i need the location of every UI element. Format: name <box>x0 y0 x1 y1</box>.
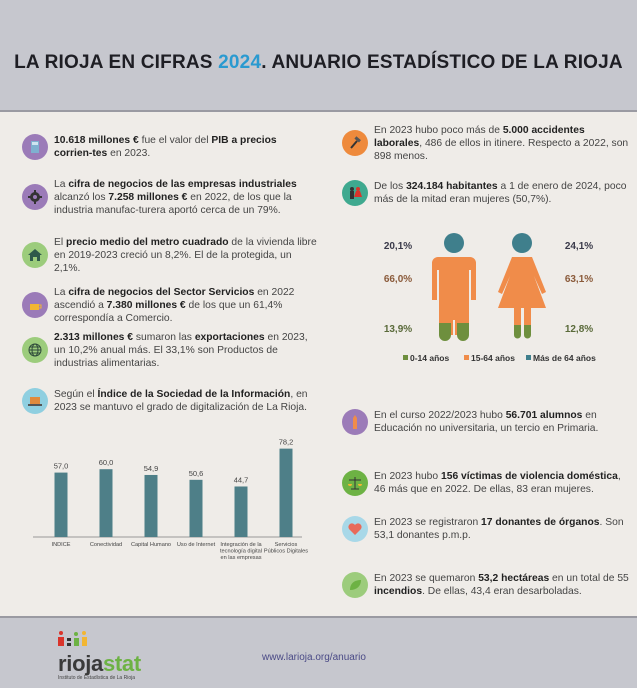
bar <box>279 448 293 537</box>
bar <box>189 479 203 537</box>
fact-item: 10.618 millones € fue el valor del PIB a… <box>22 131 317 163</box>
fact-text: En el curso 2022/2023 hubo 56.701 alumno… <box>374 410 599 434</box>
men-0-14: 13,9% <box>384 324 412 335</box>
fact-text: En 2023 hubo poco más de 5.000 accidente… <box>374 124 629 162</box>
category-label: Integración de la <box>220 542 262 548</box>
legend-0-14: 0-14 años <box>410 353 449 363</box>
fact-text: De los 324.184 habitantes a 1 de enero d… <box>374 181 627 205</box>
bar-value-label: 54,9 <box>144 464 159 473</box>
scales-icon <box>342 470 368 496</box>
category-label: INDICE <box>52 542 71 548</box>
bar <box>234 486 248 537</box>
women-0-14: 12,8% <box>565 324 593 335</box>
women-15-64: 63,1% <box>565 274 593 285</box>
logo-bars-icon <box>58 631 87 646</box>
heart-icon <box>342 516 368 542</box>
population-figures: 20,1% 66,0% 13,9% 24,1% 63,1% 12,8% 0-14… <box>384 233 596 363</box>
fact-text: En 2023 hubo 156 víctimas de violencia d… <box>374 471 621 495</box>
bar <box>144 474 158 537</box>
fact-item: En el curso 2022/2023 hubo 56.701 alumno… <box>342 406 632 438</box>
bar-value-label: 78,2 <box>279 438 294 447</box>
fact-text: La cifra de negocios de las empresas ind… <box>54 178 297 216</box>
pencil-icon <box>342 409 368 435</box>
fact-text: Según el Índice de la Sociedad de la Inf… <box>54 389 308 413</box>
coffee-cup-icon <box>22 292 48 318</box>
fact-item: Según el Índice de la Sociedad de la Inf… <box>22 385 317 417</box>
bar-value-label: 50,6 <box>189 469 204 478</box>
women-over64: 24,1% <box>565 241 593 252</box>
house-icon <box>22 242 48 268</box>
man-figure <box>432 233 476 341</box>
woman-body <box>498 257 546 308</box>
laptop-icon <box>22 388 48 414</box>
legend-swatch-15-64 <box>464 355 469 360</box>
calculator-icon <box>22 134 48 160</box>
category-label: Uso de Internet <box>177 542 216 548</box>
woman-head <box>512 233 532 253</box>
woman-legs <box>514 325 531 339</box>
digitalization-bar-chart: 57,0 INDICE 60,0 Conectividad 54,9 Capital Hu… <box>33 438 308 561</box>
legend-15-64: 15-64 años <box>471 353 515 363</box>
fact-item: En 2023 hubo 156 víctimas de violencia d… <box>342 467 632 499</box>
bar-value-label: 60,0 <box>99 458 114 467</box>
category-label: Conectividad <box>90 542 122 548</box>
riojastat-logo: riojastat Instituto de Estadística de La… <box>58 630 141 681</box>
legend-swatch-0-14 <box>403 355 408 360</box>
bar-value-label: 57,0 <box>54 462 69 471</box>
page-title: LA RIOJA EN CIFRAS 2024. ANUARIO ESTADÍS… <box>14 52 623 73</box>
legend-swatch-over64 <box>526 355 531 360</box>
header: LA RIOJA EN CIFRAS 2024. ANUARIO ESTADÍS… <box>0 0 637 112</box>
gear-icon <box>22 184 48 210</box>
globe-icon <box>22 337 48 363</box>
fact-item: El precio medio del metro cuadrado de la… <box>22 237 317 274</box>
category-label: Capital Humano <box>131 542 171 548</box>
category-label: Servicios <box>275 542 298 548</box>
fact-item: La cifra de negocios de las empresas ind… <box>22 179 317 216</box>
woman-figure <box>498 233 546 339</box>
category-label: tecnología digital <box>220 549 262 555</box>
fact-text: En 2023 se registraron 17 donantes de ór… <box>374 517 624 541</box>
fact-text: 2.313 millones € sumaron las exportacion… <box>54 331 308 369</box>
fact-text: La cifra de negocios del Sector Servicio… <box>54 286 295 324</box>
leaf-icon <box>342 572 368 598</box>
man-head <box>444 233 464 253</box>
fact-item: En 2023 hubo poco más de 5.000 accidente… <box>342 125 632 162</box>
man-body <box>432 257 476 320</box>
men-15-64: 66,0% <box>384 274 412 285</box>
fact-item: De los 324.184 habitantes a 1 de enero d… <box>342 177 632 209</box>
fact-item: En 2023 se quemaron 53,2 hectáreas en un… <box>342 569 632 601</box>
men-over64: 20,1% <box>384 241 412 252</box>
fact-item: La cifra de negocios del Sector Servicio… <box>22 287 317 324</box>
man-legs <box>439 323 469 341</box>
fact-text: El precio medio del metro cuadrado de la… <box>54 236 317 274</box>
fact-text: En 2023 se quemaron 53,2 hectáreas en un… <box>374 573 629 597</box>
category-label: en las empresas <box>220 555 261 561</box>
website-link[interactable]: www.larioja.org/anuario <box>262 652 366 663</box>
fact-text: 10.618 millones € fue el valor del PIB a… <box>54 135 277 159</box>
bar-value-label: 44,7 <box>234 475 249 484</box>
fact-item: 2.313 millones € sumaron las exportacion… <box>22 332 317 369</box>
category-label: Públicos Digitales <box>264 549 308 555</box>
footer: riojastat Instituto de Estadística de La… <box>0 616 637 688</box>
man-woman-icon <box>342 180 368 206</box>
legend-over64: Más de 64 años <box>533 353 596 363</box>
bar <box>99 469 113 537</box>
hammer-icon <box>342 130 368 156</box>
bar <box>54 472 68 537</box>
fact-item: En 2023 se registraron 17 donantes de ór… <box>342 513 632 545</box>
